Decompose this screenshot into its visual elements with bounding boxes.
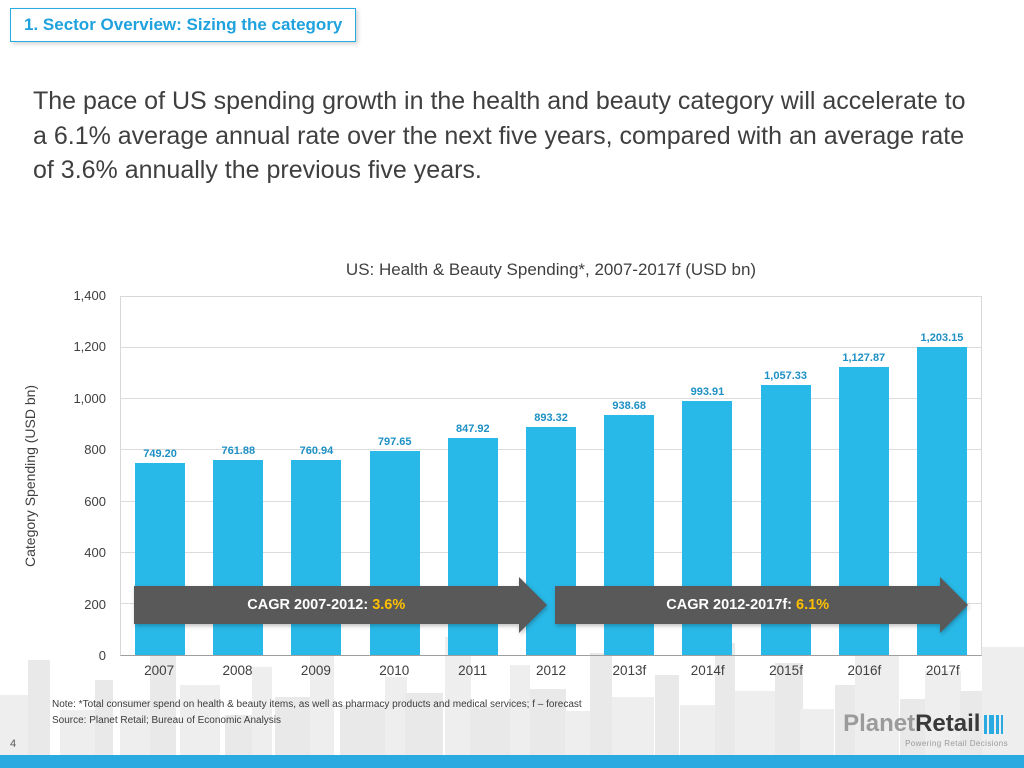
cagr-arrow-2007-2012: CAGR 2007-2012: 3.6% xyxy=(133,577,547,633)
cagr-value: 6.1% xyxy=(796,597,830,613)
y-tick-label: 800 xyxy=(84,442,106,458)
bar-value-label: 1,127.87 xyxy=(842,351,886,364)
skyline-decoration xyxy=(0,620,1024,755)
cagr-text: CAGR 2012-2017f: 6.1% xyxy=(666,597,829,613)
bar-value-label: 749.20 xyxy=(143,448,177,461)
bar-value-label: 993.91 xyxy=(690,385,725,398)
logo-tagline: Powering Retail Decisions xyxy=(905,739,1008,748)
x-tick-label: 2011 xyxy=(458,663,488,678)
bar-value-label: 797.65 xyxy=(377,436,412,449)
x-tick-label: 2014f xyxy=(690,663,725,678)
y-axis-ticks: 0 200 400 600 800 1,000 1,200 1,400 xyxy=(50,288,112,663)
slide-header: 1. Sector Overview: Sizing the category xyxy=(10,8,357,42)
bar-value-label: 893.32 xyxy=(534,411,568,424)
x-tick-label: 2007 xyxy=(144,663,175,678)
y-axis-title: Category Spending (USD bn) xyxy=(22,384,38,568)
y-tick-label: 400 xyxy=(84,545,106,561)
bar-value-label: 1,057.33 xyxy=(764,369,807,382)
bar-value-label: 1,203.15 xyxy=(920,332,964,345)
logo-text-planet: Planet xyxy=(843,710,916,737)
x-tick-label: 2010 xyxy=(379,663,410,678)
cagr-text: CAGR 2007-2012: 3.6% xyxy=(247,597,405,613)
x-tick-label: 2008 xyxy=(222,663,253,678)
logo-text-retail: Retail xyxy=(915,710,981,737)
cagr-value: 3.6% xyxy=(372,597,406,613)
cagr-arrow-2012-2017f: CAGR 2012-2017f: 6.1% xyxy=(555,577,969,633)
chart-title: US: Health & Beauty Spending*, 2007-2017… xyxy=(345,260,757,279)
bar-value-label: 938.68 xyxy=(612,399,647,412)
y-tick-label: 1,200 xyxy=(73,339,106,355)
source-note: Source: Planet Retail; Bureau of Economi… xyxy=(52,714,282,726)
x-tick-label: 2017f xyxy=(925,663,960,678)
x-tick-label: 2012 xyxy=(535,663,566,678)
y-tick-label: 0 xyxy=(98,648,106,663)
plot-area: 749.20 761.88 760.94 797.65 847.92 893.32 938.… xyxy=(120,296,982,656)
footnotes: Note: *Total consumer spend on health & … xyxy=(52,697,582,728)
gridline xyxy=(121,347,981,349)
x-tick-label: 2015f xyxy=(769,663,803,678)
page-number: 4 xyxy=(10,738,17,750)
x-tick-label: 2009 xyxy=(300,663,331,678)
y-tick-label: 1,000 xyxy=(73,390,106,406)
x-axis-labels: 2007 2008 2009 2010 2011 2012 2013f 2014f 2015f 2… xyxy=(120,658,982,678)
bar-value-label: 761.88 xyxy=(221,445,256,458)
y-tick-label: 1,400 xyxy=(73,288,106,303)
planet-retail-logo: Planet Retail Powering Retail Decisions xyxy=(843,710,1008,748)
arrow-body: CAGR 2007-2012: 3.6% xyxy=(133,586,519,624)
x-tick-label: 2013f xyxy=(612,663,647,678)
arrow-head-icon xyxy=(518,577,547,633)
cagr-label: CAGR 2012-2017f: xyxy=(666,597,797,613)
gridline xyxy=(121,398,981,400)
arrow-body: CAGR 2012-2017f: 6.1% xyxy=(555,586,941,624)
lead-paragraph: The pace of US spending growth in the he… xyxy=(33,87,966,184)
x-tick-label: 2016f xyxy=(847,663,882,678)
y-tick-label: 600 xyxy=(84,493,106,509)
chart: US: Health & Beauty Spending*, 2007-2017… xyxy=(20,256,988,686)
arrow-head-icon xyxy=(940,577,969,633)
bar-value-label: 847.92 xyxy=(456,423,490,436)
y-tick-label: 200 xyxy=(84,596,106,612)
cagr-label: CAGR 2007-2012: xyxy=(247,597,373,613)
bar-value-label: 760.94 xyxy=(299,445,334,458)
footnote: Note: *Total consumer spend on health & … xyxy=(52,699,582,710)
logo-barcode-icon xyxy=(984,714,1004,734)
logo-wordmark: Planet Retail xyxy=(843,710,1008,738)
bottom-accent-bar xyxy=(0,755,1024,768)
